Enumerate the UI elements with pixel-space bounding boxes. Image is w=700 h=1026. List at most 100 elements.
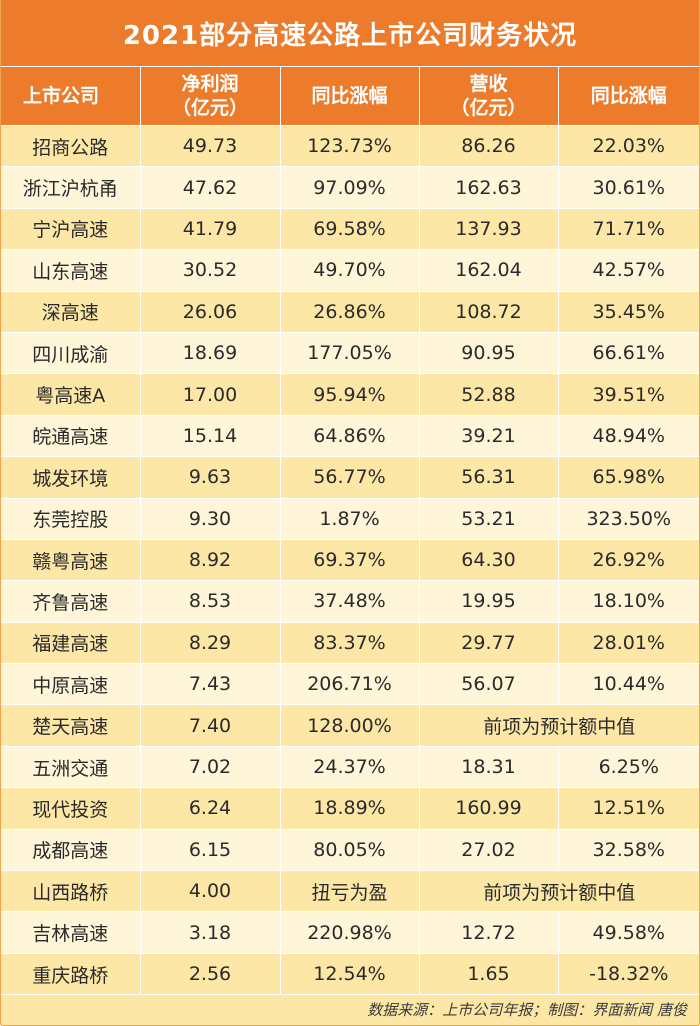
table-row: 粤高速A 17.00 95.94% 52.88 39.51%	[1, 373, 699, 416]
net-profit-cell: 17.00	[140, 373, 281, 416]
company-cell: 皖通高速	[1, 415, 141, 458]
profit-growth-cell: 56.77%	[280, 456, 420, 499]
revenue-growth-cell: 32.58%	[558, 829, 699, 872]
profit-growth-cell: 220.98%	[280, 911, 420, 954]
company-cell: 山东高速	[1, 249, 141, 292]
net-profit-cell: 41.79	[140, 208, 281, 251]
revenue-cell: 86.26	[419, 125, 559, 168]
profit-growth-cell: 26.86%	[280, 291, 420, 333]
net-profit-cell: 3.18	[140, 911, 281, 954]
net-profit-cell: 30.52	[140, 249, 281, 292]
company-cell: 吉林高速	[1, 911, 141, 954]
profit-growth-cell: 69.58%	[280, 208, 420, 251]
net-profit-cell: 8.53	[140, 580, 281, 623]
table-row: 宁沪高速 41.79 69.58% 137.93 71.71%	[1, 208, 699, 251]
revenue-cell: 56.07	[419, 663, 559, 706]
revenue-cell: 29.77	[419, 622, 559, 665]
revenue-growth-cell: 30.61%	[558, 166, 699, 209]
company-cell: 福建高速	[1, 622, 141, 665]
company-cell: 五洲交通	[1, 746, 141, 789]
profit-growth-cell: 128.00%	[280, 704, 420, 747]
revenue-growth-cell: 12.51%	[558, 787, 699, 830]
profit-growth-cell: 206.71%	[280, 663, 420, 706]
revenue-growth-cell: 66.61%	[558, 332, 699, 375]
header-profit-growth: 同比涨幅	[280, 67, 420, 126]
revenue-cell: 56.31	[419, 456, 559, 499]
revenue-growth-cell: 28.01%	[558, 622, 699, 665]
net-profit-cell: 9.63	[140, 456, 281, 499]
table-row: 五洲交通 7.02 24.37% 18.31 6.25%	[1, 746, 699, 789]
profit-growth-cell: 64.86%	[280, 415, 420, 458]
table-row: 浙江沪杭甬 47.62 97.09% 162.63 30.61%	[1, 166, 699, 209]
header-net-profit: 净利润 （亿元）	[140, 67, 281, 126]
revenue-cell: 39.21	[419, 415, 559, 458]
table-row: 重庆路桥 2.56 12.54% 1.65 -18.32%	[1, 953, 699, 996]
header-company: 上市公司	[1, 67, 141, 126]
profit-growth-cell: 123.73%	[280, 125, 420, 168]
table-row: 福建高速 8.29 83.37% 29.77 28.01%	[1, 622, 699, 665]
net-profit-cell: 7.43	[140, 663, 281, 706]
header-row: 上市公司 净利润 （亿元） 同比涨幅 营收 （亿元） 同比涨幅	[1, 67, 699, 126]
profit-growth-cell: 12.54%	[280, 953, 420, 996]
profit-growth-cell: 49.70%	[280, 249, 420, 292]
net-profit-cell: 15.14	[140, 415, 281, 458]
revenue-growth-cell: 35.45%	[558, 291, 699, 333]
table-row: 齐鲁高速 8.53 37.48% 19.95 18.10%	[1, 580, 699, 623]
table-row: 皖通高速 15.14 64.86% 39.21 48.94%	[1, 415, 699, 458]
net-profit-cell: 18.69	[140, 332, 281, 375]
net-profit-cell: 4.00	[140, 870, 281, 913]
revenue-cell: 90.95	[419, 332, 559, 375]
revenue-cell: 27.02	[419, 829, 559, 872]
company-cell: 现代投资	[1, 787, 141, 830]
profit-growth-cell: 95.94%	[280, 373, 420, 416]
company-cell: 粤高速A	[1, 373, 141, 416]
revenue-cell: 1.65	[419, 953, 559, 996]
net-profit-cell: 7.02	[140, 746, 281, 789]
profit-growth-cell: 97.09%	[280, 166, 420, 209]
revenue-growth-cell: 18.10%	[558, 580, 699, 623]
company-cell: 城发环境	[1, 456, 141, 499]
revenue-growth-cell: -18.32%	[558, 953, 699, 996]
company-cell: 中原高速	[1, 663, 141, 706]
net-profit-cell: 2.56	[140, 953, 281, 996]
net-profit-cell: 6.24	[140, 787, 281, 830]
note-cell: 前项为预计额中值	[419, 704, 699, 747]
profit-growth-cell: 24.37%	[280, 746, 420, 789]
profit-growth-cell: 18.89%	[280, 787, 420, 830]
company-cell: 成都高速	[1, 829, 141, 872]
profit-growth-cell: 177.05%	[280, 332, 420, 375]
note-cell: 前项为预计额中值	[419, 870, 699, 913]
revenue-growth-cell: 323.50%	[558, 498, 699, 540]
profit-growth-cell: 37.48%	[280, 580, 420, 623]
revenue-cell: 162.04	[419, 249, 559, 292]
revenue-growth-cell: 39.51%	[558, 373, 699, 416]
revenue-cell: 18.31	[419, 746, 559, 789]
profit-growth-cell: 83.37%	[280, 622, 420, 665]
profit-growth-cell: 80.05%	[280, 829, 420, 872]
company-cell: 赣粤高速	[1, 539, 141, 582]
table-row: 东莞控股 9.30 1.87% 53.21 323.50%	[1, 498, 699, 540]
table-title: 2021部分高速公路上市公司财务状况	[1, 0, 699, 67]
revenue-growth-cell: 49.58%	[558, 911, 699, 954]
revenue-growth-cell: 10.44%	[558, 663, 699, 706]
table-row: 四川成渝 18.69 177.05% 90.95 66.61%	[1, 332, 699, 375]
company-cell: 宁沪高速	[1, 208, 141, 251]
company-cell: 山西路桥	[1, 870, 141, 913]
revenue-cell: 160.99	[419, 787, 559, 830]
revenue-growth-cell: 6.25%	[558, 746, 699, 789]
company-cell: 齐鲁高速	[1, 580, 141, 623]
net-profit-cell: 47.62	[140, 166, 281, 209]
revenue-growth-cell: 22.03%	[558, 125, 699, 168]
revenue-cell: 53.21	[419, 498, 559, 540]
table-row: 楚天高速 7.40 128.00% 前项为预计额中值	[1, 704, 699, 747]
net-profit-cell: 49.73	[140, 125, 281, 168]
profit-growth-cell: 1.87%	[280, 498, 420, 540]
source-footer: 数据来源：上市公司年报；制图：界面新闻 唐俊	[1, 995, 699, 1026]
company-cell: 重庆路桥	[1, 953, 141, 996]
net-profit-cell: 26.06	[140, 291, 281, 333]
table-row: 吉林高速 3.18 220.98% 12.72 49.58%	[1, 911, 699, 954]
revenue-cell: 108.72	[419, 291, 559, 333]
revenue-cell: 137.93	[419, 208, 559, 251]
revenue-growth-cell: 71.71%	[558, 208, 699, 251]
revenue-cell: 19.95	[419, 580, 559, 623]
